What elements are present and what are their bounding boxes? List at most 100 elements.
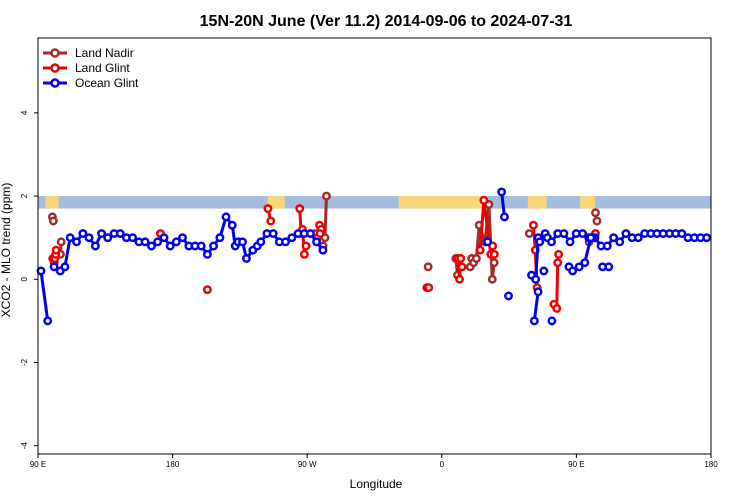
data-point <box>615 237 625 247</box>
data-point <box>552 303 562 313</box>
data-point <box>153 237 163 247</box>
map-strip-land <box>267 196 285 209</box>
data-point <box>221 212 231 222</box>
legend-marker <box>50 63 60 73</box>
data-point <box>238 237 247 247</box>
data-point <box>457 262 467 272</box>
data-point <box>535 237 545 247</box>
data-point <box>547 316 557 326</box>
data-point <box>580 258 590 268</box>
data-point <box>84 233 94 243</box>
data-point <box>533 287 543 297</box>
data-point <box>287 233 297 243</box>
y-tick-label: -2 <box>20 358 29 366</box>
data-point <box>489 258 499 268</box>
data-point <box>72 237 81 247</box>
data-point <box>318 245 328 255</box>
data-point <box>315 229 325 238</box>
data-point <box>65 233 75 243</box>
legend-item: Land Glint <box>43 61 130 75</box>
legend-label: Land Nadir <box>75 46 134 60</box>
data-point <box>504 291 513 301</box>
data-point <box>702 233 712 243</box>
data-point <box>263 204 273 214</box>
data-point <box>487 274 497 284</box>
map-strip-land <box>398 196 487 209</box>
data-point <box>455 274 465 284</box>
data-point <box>299 249 309 259</box>
data-point <box>621 229 631 238</box>
data-point <box>554 249 564 259</box>
series-ocean-glint <box>36 187 712 326</box>
map-strip-land <box>45 196 59 209</box>
data-point <box>196 241 206 251</box>
data-point <box>227 220 237 230</box>
y-axis-label: XCO2 - MLO trend (ppm) <box>0 183 13 318</box>
plot-frame <box>37 37 712 455</box>
data-point <box>592 216 602 226</box>
data-point <box>322 191 331 201</box>
data-point <box>256 237 266 247</box>
data-point <box>574 262 584 272</box>
data-point <box>471 254 481 263</box>
series-line <box>532 291 540 322</box>
x-tick-label: 0 <box>440 460 445 469</box>
data-point <box>529 316 539 326</box>
data-point <box>48 216 58 226</box>
x-tick-label: 180 <box>704 460 718 469</box>
data-point <box>568 266 578 276</box>
data-point <box>489 249 499 259</box>
data-point <box>171 237 181 247</box>
map-strip-land <box>527 196 547 209</box>
x-axis-label: Longitude <box>350 477 403 491</box>
data-point <box>266 216 276 226</box>
data-point <box>305 229 315 238</box>
data-point <box>609 233 619 243</box>
legend-label: Land Glint <box>75 61 130 75</box>
data-point <box>215 233 225 243</box>
data-point <box>633 233 643 243</box>
data-point <box>604 262 614 272</box>
data-point <box>78 229 88 238</box>
legend-marker <box>50 78 60 88</box>
data-point <box>301 241 311 251</box>
y-tick-label: 2 <box>20 193 29 198</box>
data-point <box>553 258 563 268</box>
chart-title: 15N-20N June (Ver 11.2) 2014-09-06 to 20… <box>200 13 573 30</box>
x-tick-label: 90 E <box>30 460 46 469</box>
data-point <box>36 266 46 276</box>
data-point <box>578 229 588 238</box>
data-point <box>475 245 485 255</box>
data-point <box>586 233 596 243</box>
data-point <box>499 212 509 222</box>
data-point <box>90 241 100 251</box>
map-strip-ocean <box>38 196 711 209</box>
data-point <box>202 249 212 259</box>
data-point <box>528 220 538 230</box>
data-point <box>677 229 687 238</box>
data-point <box>202 285 212 295</box>
data-point <box>531 274 541 284</box>
data-point <box>565 237 575 247</box>
data-point <box>295 204 305 214</box>
legend-label: Ocean Glint <box>75 76 139 90</box>
data-point <box>241 254 251 263</box>
plot-area <box>36 187 712 326</box>
data-point <box>524 229 534 238</box>
data-point <box>312 237 321 247</box>
data-point <box>56 237 66 247</box>
data-point <box>479 195 489 205</box>
data-point <box>483 237 493 247</box>
y-tick-label: 0 <box>20 277 29 282</box>
data-point <box>128 233 138 243</box>
data-point <box>140 237 150 247</box>
data-point <box>559 229 569 238</box>
data-point <box>456 254 466 263</box>
y-axis: -4 -2 0 2 4 <box>20 110 38 449</box>
data-point <box>51 245 61 255</box>
data-point <box>159 233 169 243</box>
data-point <box>178 233 187 243</box>
data-point <box>539 266 549 276</box>
